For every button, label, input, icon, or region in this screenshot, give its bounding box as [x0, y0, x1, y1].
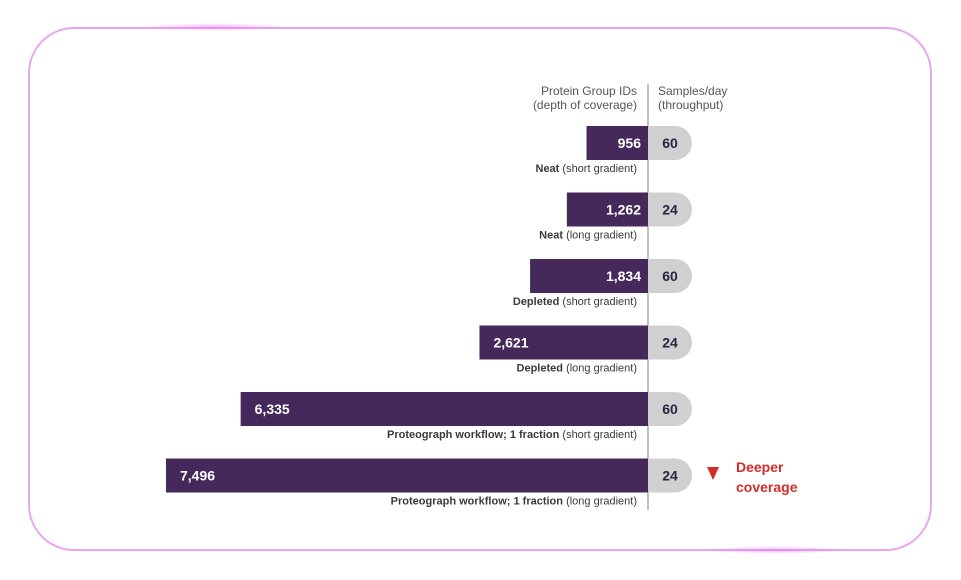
bar-value-1: 956 [618, 135, 642, 151]
header-left-line1: Protein Group IDs [541, 84, 637, 98]
header-right-line2: (throughput) [658, 98, 723, 112]
bar-5 [240, 392, 648, 426]
category-label-4: Depleted (long gradient) [517, 363, 637, 375]
annotation-line2: coverage [736, 479, 798, 495]
throughput-value-2: 24 [662, 202, 678, 218]
category-label-5: Proteograph workflow; 1 fraction (short … [387, 429, 637, 441]
category-label-3: Depleted (short gradient) [513, 296, 637, 308]
category-label-bold-1: Neat [536, 163, 560, 175]
bars-group: 956 60 Neat (short gradient) 1,262 24 Neat (l… [166, 126, 692, 508]
bar-value-6: 7,496 [180, 468, 215, 484]
category-label-bold-6: Proteograph workflow; 1 fraction [391, 496, 564, 508]
bar-value-3: 1,834 [606, 268, 641, 284]
category-label-light-6: (long gradient) [566, 496, 637, 508]
category-label-light-2: (long gradient) [566, 230, 637, 242]
bar-1 [586, 126, 648, 160]
bar-3 [530, 259, 648, 293]
arrow-head [707, 467, 719, 480]
category-label-light-1: (short gradient) [562, 163, 637, 175]
category-label-light-5: (short gradient) [562, 429, 637, 441]
category-label-2: Neat (long gradient) [539, 230, 637, 242]
bar-value-2: 1,262 [606, 202, 641, 218]
bar-2 [566, 192, 648, 227]
chart-frame [28, 27, 932, 551]
header-left-line2: (depth of coverage) [533, 98, 637, 112]
bar-4 [479, 325, 648, 360]
category-label-light-3: (short gradient) [562, 296, 637, 308]
annotation-line1: Deeper [736, 459, 784, 475]
throughput-value-3: 60 [662, 268, 678, 284]
throughput-value-4: 24 [662, 335, 678, 351]
frame-glow-bottom [700, 546, 850, 554]
throughput-pill-3 [648, 259, 692, 293]
category-label-light-4: (long gradient) [566, 363, 637, 375]
category-label-1: Neat (short gradient) [536, 163, 638, 175]
category-label-bold-5: Proteograph workflow; 1 fraction [387, 429, 560, 441]
throughput-pill-2 [648, 192, 692, 227]
bar-value-4: 2,621 [493, 335, 528, 351]
throughput-value-1: 60 [662, 135, 678, 151]
category-label-bold-4: Depleted [517, 363, 563, 375]
category-label-bold-2: Neat [539, 230, 563, 242]
header-right-line1: Samples/day [658, 84, 727, 98]
category-label-6: Proteograph workflow; 1 fraction (long g… [391, 496, 637, 508]
throughput-pill-5 [648, 392, 692, 426]
throughput-pill-4 [648, 325, 692, 360]
frame-glow-top [140, 23, 290, 31]
bar-value-5: 6,335 [255, 401, 290, 417]
category-label-bold-3: Depleted [513, 296, 559, 308]
throughput-value-6: 24 [662, 468, 678, 484]
throughput-pill-1 [648, 126, 692, 160]
bar-6 [166, 458, 648, 493]
deeper-coverage-annotation: Deeper coverage [707, 147, 798, 495]
throughput-pill-6 [648, 458, 692, 493]
throughput-value-5: 60 [662, 401, 678, 417]
